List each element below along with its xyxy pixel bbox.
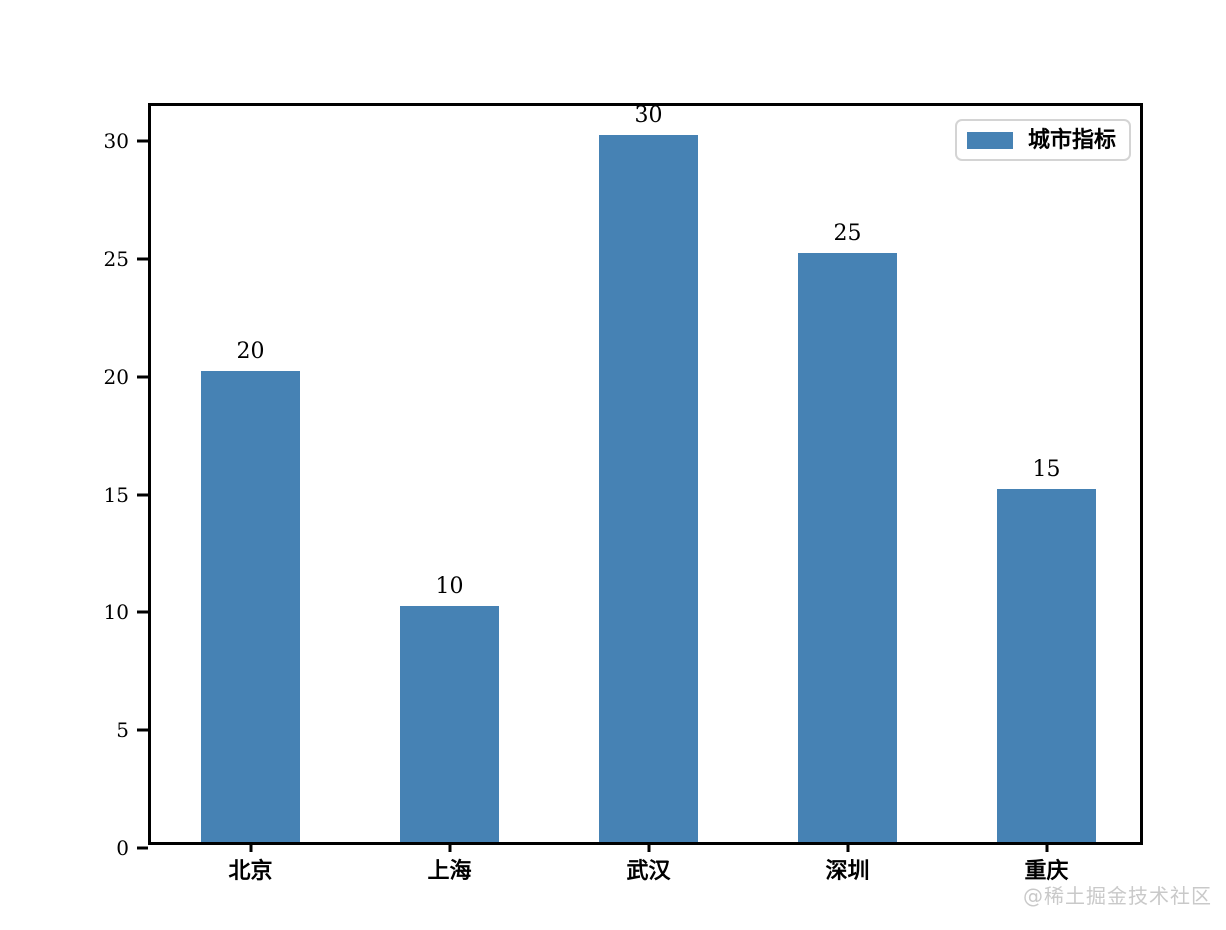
y-axis-tick: [137, 139, 148, 143]
x-axis-label-武汉: 武汉: [626, 858, 671, 884]
y-axis-tick: [137, 257, 148, 261]
bar-深圳: [797, 253, 898, 842]
y-axis-tick-label: 10: [103, 600, 129, 625]
x-axis-tick: [1045, 842, 1048, 852]
y-axis-tick-label: 30: [103, 129, 129, 154]
x-axis-label-重庆: 重庆: [1024, 858, 1069, 884]
bar-value-label: 20: [236, 338, 265, 364]
bar-上海: [399, 606, 500, 842]
watermark: @稀土掘金技术社区: [1023, 884, 1212, 908]
bar-value-label: 10: [435, 574, 464, 600]
y-axis-tick: [137, 375, 148, 379]
legend-swatch-icon: [966, 131, 1013, 149]
y-axis-tick-label: 25: [103, 247, 129, 272]
y-axis-tick-label: 15: [103, 482, 129, 507]
bar-value-label: 15: [1032, 456, 1061, 482]
x-axis-label-北京: 北京: [228, 858, 273, 884]
y-axis-tick-label: 0: [116, 836, 129, 860]
x-axis-label-深圳: 深圳: [825, 858, 870, 884]
plot-area: 城市指标 0 5 10 15 20 25 30 20 北京 10 上海 30 武汉 25 深圳 15 重庆: [104, 103, 1143, 883]
x-axis-tick: [846, 842, 849, 852]
bar-重庆: [996, 488, 1097, 842]
legend: 城市指标: [954, 119, 1131, 161]
bar-北京: [200, 370, 301, 842]
legend-label: 城市指标: [1027, 127, 1116, 153]
y-axis-tick-label: 20: [103, 364, 129, 389]
y-axis-tick: [137, 846, 148, 850]
y-axis-tick-label: 5: [116, 718, 129, 743]
bar-value-label: 30: [634, 103, 663, 129]
bar-value-label: 25: [833, 221, 862, 247]
x-axis-label-上海: 上海: [427, 858, 472, 884]
x-axis-tick: [647, 842, 650, 852]
y-axis-tick: [137, 493, 148, 497]
y-axis-tick: [137, 610, 148, 614]
y-axis-tick: [137, 728, 148, 732]
x-axis-tick: [249, 842, 252, 852]
bar-武汉: [598, 135, 699, 842]
x-axis-tick: [448, 842, 451, 852]
